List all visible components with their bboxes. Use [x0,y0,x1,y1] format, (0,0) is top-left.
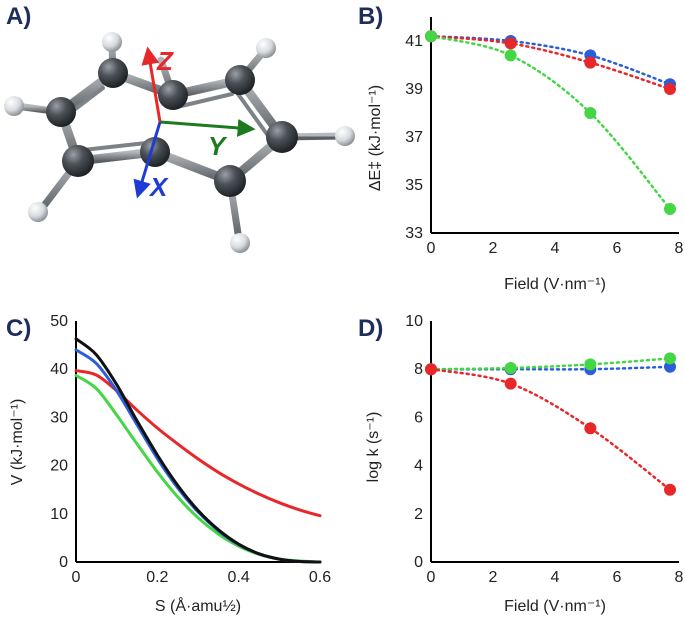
x-tick-label: 6 [613,240,622,257]
data-point [664,203,677,215]
carbon-atoms [46,58,298,197]
y-tick-label: 4 [414,458,423,475]
panel-d-xlabel: Field (V·nm⁻¹) [504,598,606,615]
data-point [664,83,677,95]
y-tick-label: 39 [405,81,423,98]
y-tick-label: 37 [405,129,423,146]
y-tick-label: 0 [59,554,68,571]
series-line [74,348,322,564]
z-axis-arrow [141,46,162,123]
x-tick-label: 8 [675,569,684,586]
y-tick-label: 0 [414,554,423,571]
panel-a: A) [4,3,355,253]
y-tick-label: 35 [405,177,423,194]
x-axis-arrow [133,121,162,199]
y-tick-label: 10 [405,313,423,330]
x-tick-label: 2 [489,569,498,586]
series-trend-line [429,34,672,91]
panel-b-xlabel: Field (V·nm⁻¹) [504,276,606,293]
y-tick-label: 50 [50,313,68,330]
panel-b-ylabel: ΔE‡ (kJ·mol⁻¹) [367,85,384,191]
x-tick-label: 0.2 [146,569,168,586]
y-tick-label: 6 [414,409,423,426]
panel-d-label: D) [358,315,383,342]
data-point [504,37,517,50]
y-tick-label: 20 [50,458,68,475]
panel-a-label: A) [6,3,31,30]
z-axis-label: Z [156,46,174,76]
panel-c-label: C) [6,315,31,342]
x-tick-label: 4 [551,240,560,257]
x-tick-label: 2 [489,240,498,257]
data-point [664,483,677,496]
x-tick-label: 0 [72,569,81,586]
series-trend-line [429,357,672,371]
x-tick-label: 0 [427,569,436,586]
panel-d-chart: D) log k (s⁻¹) Field (V·nm⁻¹) 0 2 4 6 8 0 2 4 6 8… [358,313,684,615]
y-tick-label: 30 [50,409,68,426]
x-axis-label: X [148,172,169,202]
data-point [504,49,517,62]
double-bond-lines [72,86,271,152]
series-trend-line [429,367,672,491]
panel-c-xlabel: S (Å·amu½) [155,596,241,615]
x-tick-label: 0.6 [309,569,331,586]
x-tick-label: 8 [675,240,684,257]
y-axis-label: Y [208,131,228,161]
data-point [425,363,437,376]
series-line [74,374,322,564]
series-line [74,369,322,518]
panel-d-ylabel: log k (s⁻¹) [365,412,382,483]
hydrogen-atoms [4,32,355,253]
y-tick-label: 33 [405,225,423,242]
panel-b-label: B) [358,3,383,30]
x-tick-label: 6 [613,569,622,586]
data-point [584,358,597,371]
y-tick-label: 8 [414,361,423,378]
x-tick-label: 4 [551,569,560,586]
data-point [504,361,517,374]
series-trend-line [429,34,672,211]
y-tick-label: 40 [50,361,68,378]
data-point [425,30,437,43]
data-point [584,107,597,119]
x-tick-label: 0.4 [228,569,250,586]
y-tick-label: 10 [50,506,68,523]
molecule: Z Y X [4,32,355,253]
y-axis-arrow [159,118,256,137]
data-point [584,422,597,435]
data-point [664,352,677,365]
panel-b-chart: B) ΔE‡ (kJ·mol⁻¹) Field (V·nm⁻¹) 0 2 4 6 8 33… [358,3,684,293]
data-point [584,56,597,69]
panel-c-ylabel: V (kJ·mol⁻¹) [9,399,26,486]
data-point [504,377,517,390]
x-tick-label: 0 [427,240,436,257]
data-point [664,360,677,373]
y-tick-label: 41 [405,33,423,50]
series-line [74,337,322,564]
y-tick-label: 2 [414,506,423,523]
panel-c-chart: C) V (kJ·mol⁻¹) S (Å·amu½) 0 0.2 0.4 0.6 0 10… [6,313,331,615]
